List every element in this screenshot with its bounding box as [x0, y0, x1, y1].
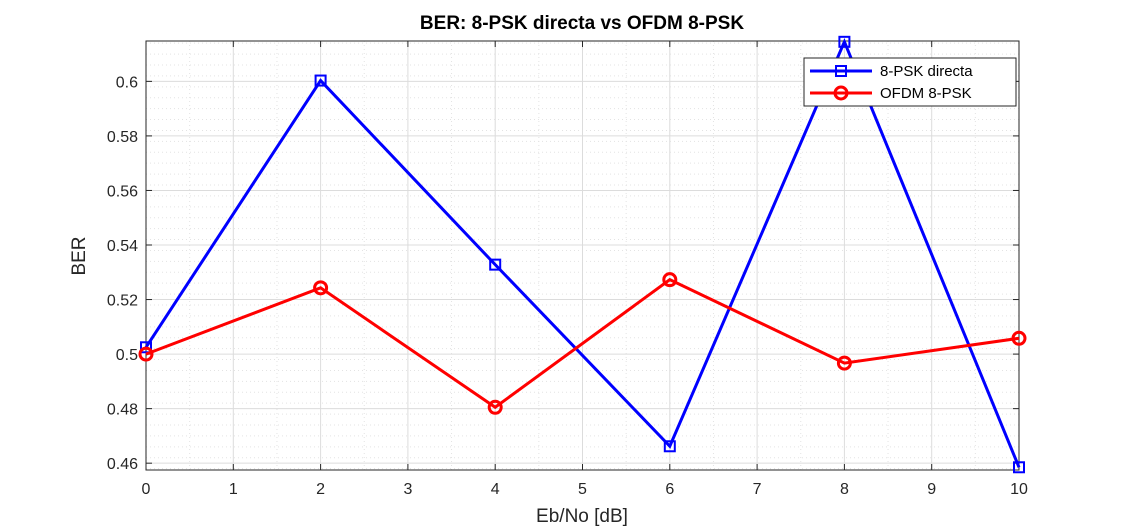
y-tick-label: 0.48: [107, 402, 138, 419]
y-tick-label: 0.58: [107, 129, 138, 146]
legend: 8-PSK directa OFDM 8-PSK: [803, 57, 1017, 107]
legend-entry-1: 8-PSK directa: [810, 63, 973, 80]
data-point: [138, 346, 154, 362]
series-1: [140, 35, 1025, 474]
legend-label: OFDM 8-PSK: [880, 85, 972, 102]
x-tick-label: 9: [927, 481, 936, 498]
y-axis-label: BER: [69, 236, 90, 275]
x-tick-label: 7: [753, 481, 762, 498]
x-tick-label: 4: [491, 481, 500, 498]
axis-ticks: 0 1 2 3 4 5 6 7 8 9 10 0.46 0.48 0.5 0.52 0.54 0.56 0.58 0…: [107, 41, 1028, 498]
data-point: [314, 74, 327, 87]
x-tick-label: 6: [665, 481, 674, 498]
chart-title: BER: 8-PSK directa vs OFDM 8-PSK: [420, 13, 744, 34]
x-tick-label: 8: [840, 481, 849, 498]
series-line: [144, 37, 1021, 468]
y-tick-label: 0.6: [116, 74, 138, 91]
data-point: [663, 440, 676, 453]
series-2: [138, 272, 1027, 415]
x-tick-label: 2: [316, 481, 325, 498]
x-axis-label: Eb/No [dB]: [536, 506, 628, 527]
grid: [145, 41, 1020, 470]
data-point: [662, 272, 678, 288]
legend-marker: [835, 65, 847, 77]
y-tick-label: 0.56: [107, 183, 138, 200]
x-tick-label: 0: [142, 481, 151, 498]
x-tick-label: 10: [1010, 481, 1028, 498]
data-point: [1011, 330, 1027, 346]
y-tick-label: 0.54: [107, 238, 138, 255]
y-tick-label: 0.52: [107, 293, 138, 310]
y-tick-label: 0.46: [107, 456, 138, 473]
series: [138, 35, 1027, 474]
x-tick-label: 3: [403, 481, 412, 498]
data-point: [838, 35, 851, 48]
data-point: [1013, 461, 1025, 474]
data-point: [836, 355, 852, 371]
data-point: [140, 341, 152, 354]
data-point: [313, 280, 329, 296]
legend-label: 8-PSK directa: [880, 63, 973, 80]
data-point: [489, 258, 502, 271]
legend-marker: [833, 85, 849, 101]
x-tick-label: 1: [229, 481, 238, 498]
series-line: [145, 277, 1020, 410]
legend-entry-2: OFDM 8-PSK: [810, 85, 972, 102]
data-point: [487, 399, 503, 415]
y-tick-label: 0.5: [116, 347, 138, 364]
x-tick-label: 5: [578, 481, 587, 498]
